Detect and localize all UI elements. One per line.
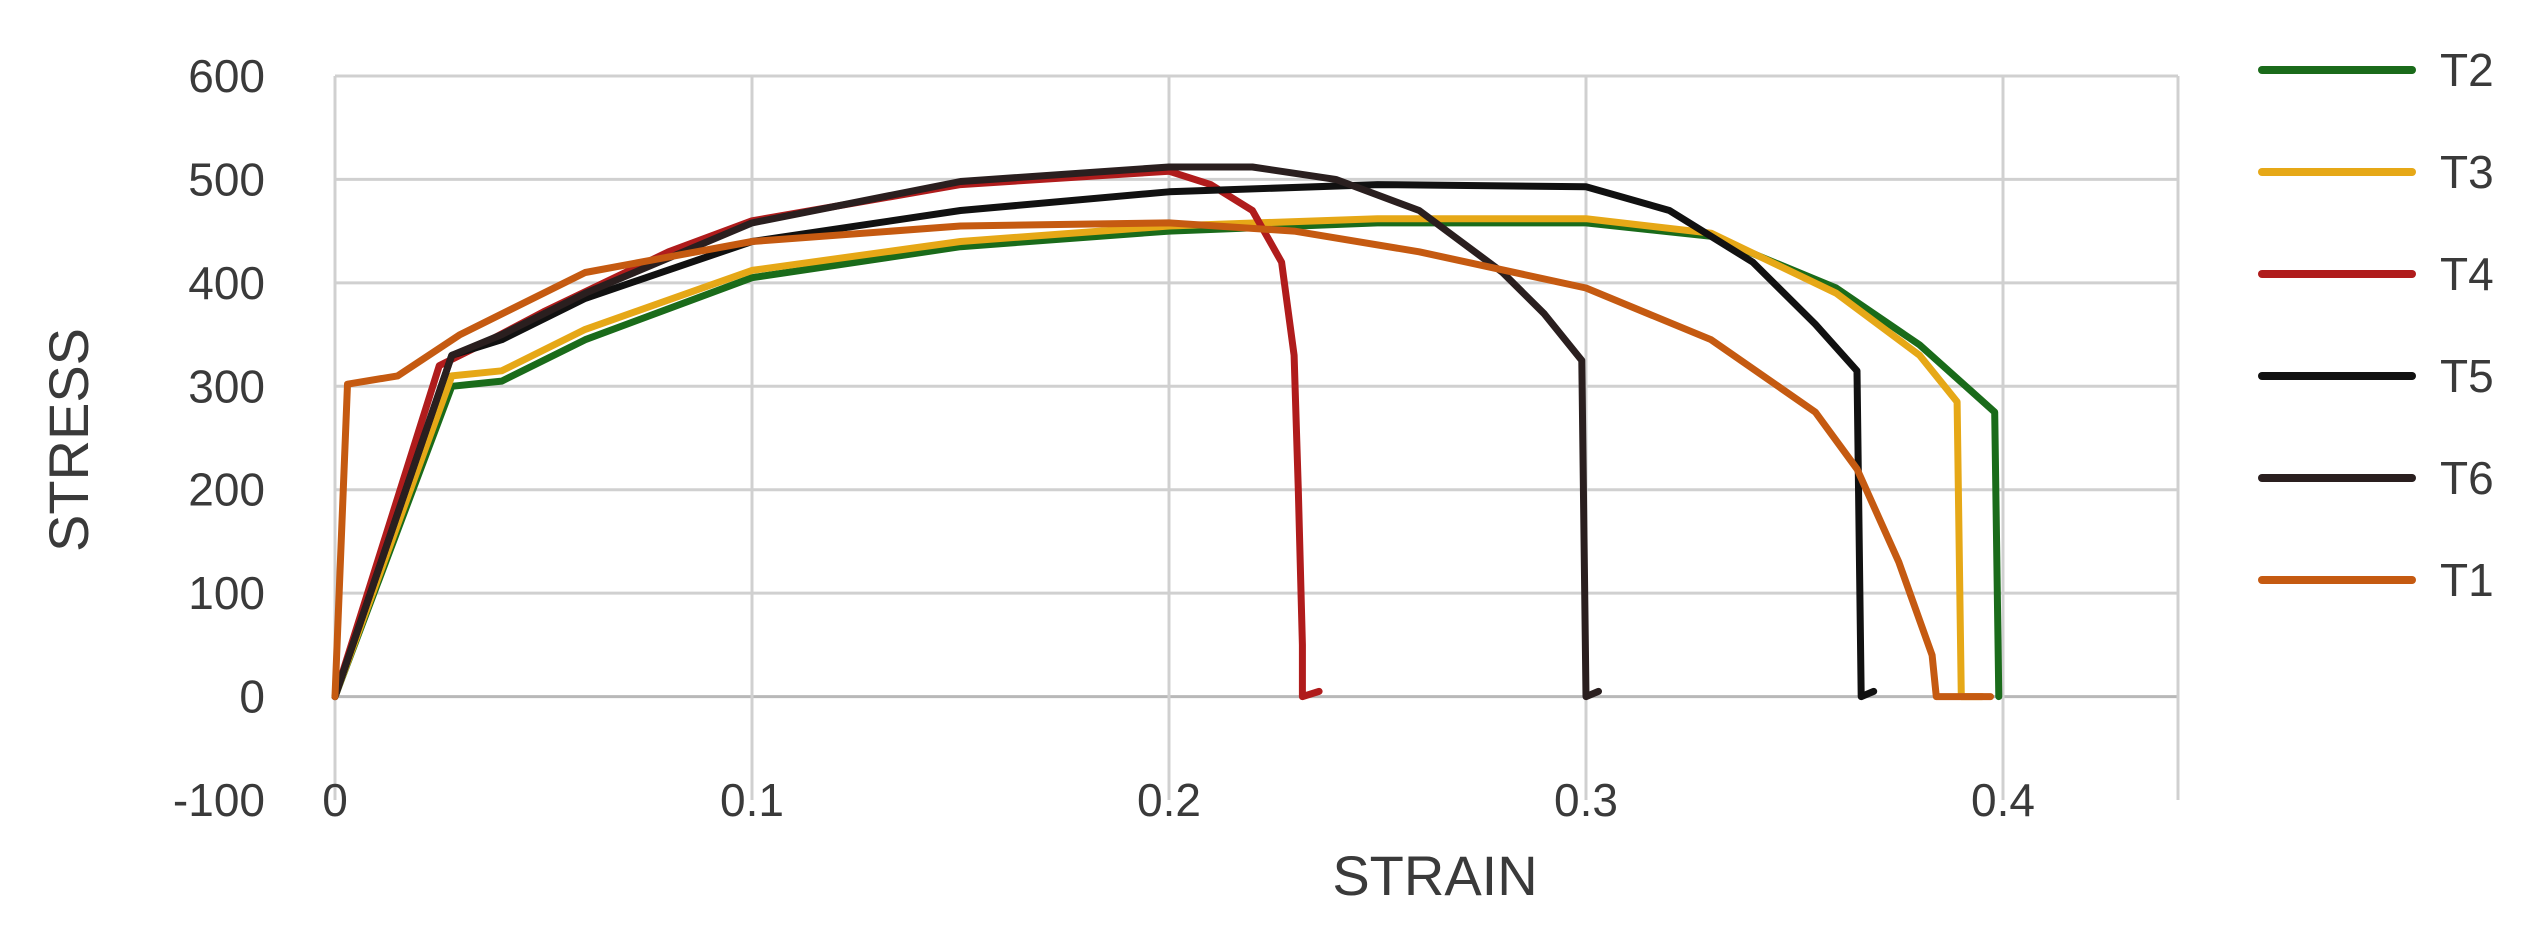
y-tick-label: 100 [188,567,265,619]
y-tick-label: 0 [239,671,265,723]
x-axis-title: STRAIN [1332,844,1537,907]
y-tick-label: -100 [173,774,265,826]
x-tick-label: 0.4 [1971,774,2035,826]
y-tick-label: 600 [188,50,265,102]
series-line-t4 [331,167,1323,701]
series-line-t1 [331,219,1994,701]
x-tick-label: 0.2 [1137,774,1201,826]
legend-label-t4: T4 [2440,248,2494,300]
series-line-t6 [331,163,1602,701]
legend-label-t6: T6 [2440,452,2494,504]
y-tick-labels: -100 0 100 200 300 400 500 600 [173,50,265,826]
x-tick-labels: 0 0.1 0.2 0.3 0.4 [322,774,2035,826]
legend-label-t5: T5 [2440,350,2494,402]
series-line-t5 [331,181,1878,701]
x-tick-label: 0 [322,774,348,826]
x-tick-label: 0.3 [1554,774,1618,826]
y-tick-label: 300 [188,360,265,412]
x-tick-label: 0.1 [720,774,784,826]
series-lines [331,163,2003,701]
y-tick-label: 200 [188,464,265,516]
series-line-t3 [331,215,1986,701]
y-axis-title: STRESS [37,328,100,552]
grid-lines [333,74,2180,800]
y-tick-label: 400 [188,257,265,309]
legend-label-t1: T1 [2440,554,2494,606]
legend-label-t3: T3 [2440,146,2494,198]
y-tick-label: 500 [188,153,265,205]
legend-label-t2: T2 [2440,44,2494,96]
legend: T2 T3 T4 T5 T6 T1 [2258,44,2494,606]
